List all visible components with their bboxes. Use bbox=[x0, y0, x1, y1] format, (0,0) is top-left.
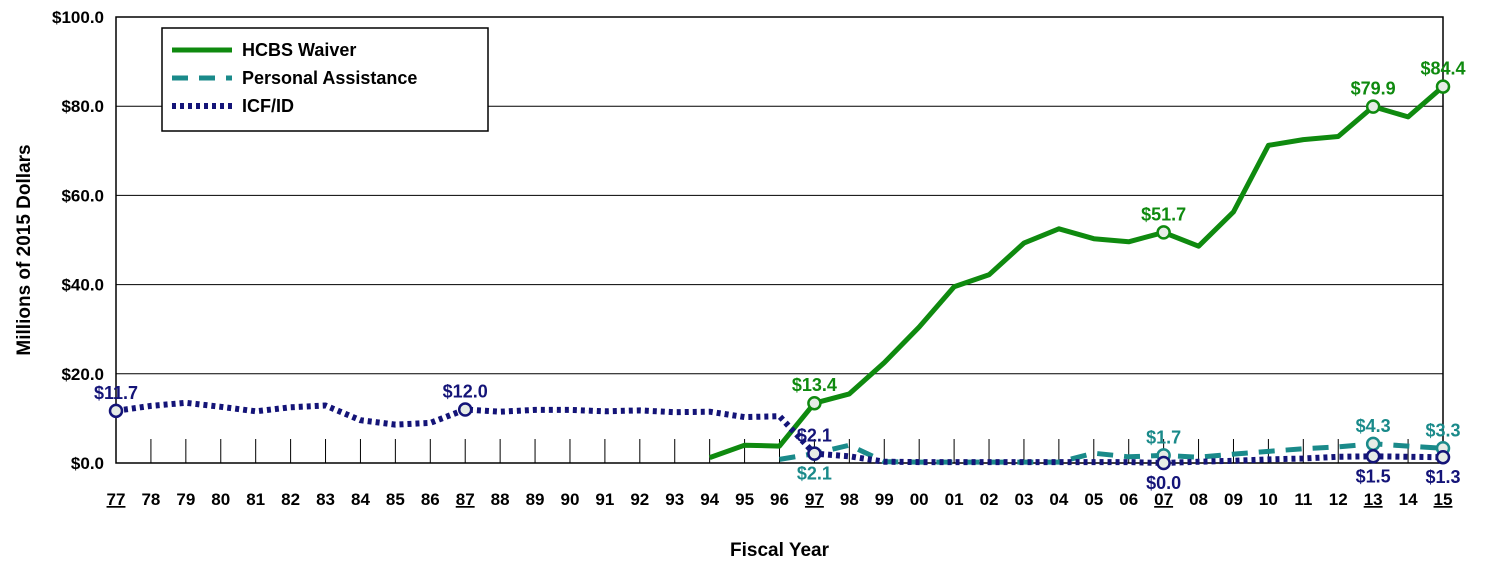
x-tick-label: 83 bbox=[316, 490, 335, 509]
x-tick-label: 00 bbox=[910, 490, 929, 509]
x-tick-label: 78 bbox=[141, 490, 160, 509]
data-label: $2.1 bbox=[797, 464, 832, 484]
data-label: $2.1 bbox=[797, 426, 832, 446]
x-tick-label: 97 bbox=[805, 490, 824, 509]
legend-label: HCBS Waiver bbox=[242, 40, 356, 60]
x-tick-label: 95 bbox=[735, 490, 754, 509]
grid-lines bbox=[116, 105, 1443, 375]
y-tick-label: $20.0 bbox=[61, 365, 104, 384]
x-tick-label: 08 bbox=[1189, 490, 1208, 509]
data-label: $51.7 bbox=[1141, 204, 1186, 224]
data-label: $0.0 bbox=[1146, 473, 1181, 493]
x-tick-label: 09 bbox=[1224, 490, 1243, 509]
series-line-1 bbox=[779, 441, 1444, 465]
data-point-marker bbox=[1365, 436, 1381, 452]
x-tick-label: 79 bbox=[176, 490, 195, 509]
legend-label: ICF/ID bbox=[242, 96, 294, 116]
x-axis-title: Fiscal Year bbox=[730, 540, 830, 561]
data-label: $3.3 bbox=[1425, 420, 1460, 440]
series-layer bbox=[115, 84, 1445, 466]
x-axis-ticks: 77 78 79 80 81 82 83 84 85 86 87 88 89 90 91 92 93 94 95 96… bbox=[107, 439, 1453, 509]
data-label: $79.9 bbox=[1351, 79, 1396, 99]
x-tick-label: 80 bbox=[211, 490, 230, 509]
x-tick-label: 12 bbox=[1329, 490, 1348, 509]
x-tick-label: 11 bbox=[1294, 490, 1312, 509]
series-line-2 bbox=[115, 399, 1444, 466]
x-tick-label: 96 bbox=[770, 490, 789, 509]
data-point-marker bbox=[1365, 99, 1381, 114]
x-tick-label: 03 bbox=[1014, 490, 1033, 509]
y-axis-ticks: $0.0 $20.0 $40.0 $60.0 $80.0 $100.0 bbox=[52, 8, 104, 473]
x-tick-label: 94 bbox=[700, 490, 719, 509]
data-labels: $13.4 $51.7 $79.9 $84.4 $2.1 $1.7 $4.3 $3.3 $11.… bbox=[94, 59, 1466, 493]
data-label: $1.3 bbox=[1425, 467, 1460, 487]
x-tick-label: 10 bbox=[1259, 490, 1278, 509]
x-tick-label: 85 bbox=[386, 490, 405, 509]
legend-label: Personal Assistance bbox=[242, 68, 417, 88]
legend-box bbox=[161, 27, 489, 132]
x-tick-label: 92 bbox=[630, 490, 649, 509]
x-tick-label: 15 bbox=[1434, 490, 1453, 509]
y-axis-title: Millions of 2015 Dollars bbox=[14, 144, 35, 355]
x-tick-label: 05 bbox=[1084, 490, 1103, 509]
data-label: $4.3 bbox=[1356, 416, 1391, 436]
x-tick-label: 02 bbox=[980, 490, 999, 509]
data-point-marker bbox=[1156, 455, 1171, 471]
x-tick-label: 04 bbox=[1049, 490, 1068, 509]
data-point-marker bbox=[807, 395, 822, 411]
y-tick-label: $100.0 bbox=[52, 8, 104, 27]
x-tick-label: 14 bbox=[1399, 490, 1418, 509]
x-tick-label: 86 bbox=[421, 490, 440, 509]
x-tick-label: 81 bbox=[246, 490, 265, 509]
legend: HCBS Waiver Personal Assistance ICF/ID bbox=[161, 27, 489, 132]
y-tick-label: $80.0 bbox=[61, 97, 104, 116]
data-point-marker bbox=[1156, 225, 1171, 240]
x-tick-label: 06 bbox=[1119, 490, 1138, 509]
data-point-marker bbox=[1365, 449, 1381, 464]
x-tick-label: 89 bbox=[526, 490, 545, 509]
x-tick-label: 82 bbox=[281, 490, 300, 509]
data-point-marker bbox=[1435, 449, 1451, 465]
x-tick-label: 01 bbox=[945, 490, 964, 509]
data-label: $1.5 bbox=[1356, 466, 1391, 486]
series-line-0 bbox=[708, 84, 1445, 460]
x-tick-label: 98 bbox=[840, 490, 859, 509]
x-tick-label: 90 bbox=[561, 490, 580, 509]
data-label: $84.4 bbox=[1420, 59, 1465, 79]
x-tick-label: 88 bbox=[491, 490, 510, 509]
data-label: $1.7 bbox=[1146, 427, 1181, 447]
data-label: $12.0 bbox=[443, 381, 488, 401]
x-tick-label: 87 bbox=[456, 490, 475, 509]
data-point-marker bbox=[457, 402, 473, 417]
x-tick-label: 84 bbox=[351, 490, 370, 509]
x-tick-label: 91 bbox=[595, 490, 614, 509]
data-point-marker bbox=[108, 403, 124, 419]
data-label: $13.4 bbox=[792, 375, 837, 395]
x-tick-label: 99 bbox=[875, 490, 894, 509]
x-tick-label: 93 bbox=[665, 490, 684, 509]
x-tick-label: 77 bbox=[107, 490, 126, 509]
data-point-marker bbox=[1435, 79, 1451, 94]
y-tick-label: $60.0 bbox=[61, 186, 104, 205]
x-tick-label: 13 bbox=[1364, 490, 1383, 509]
data-point-marker bbox=[807, 446, 822, 461]
data-label: $11.7 bbox=[94, 383, 138, 403]
x-tick-label: 07 bbox=[1154, 490, 1173, 509]
y-tick-label: $0.0 bbox=[71, 454, 104, 473]
y-tick-label: $40.0 bbox=[61, 276, 104, 295]
